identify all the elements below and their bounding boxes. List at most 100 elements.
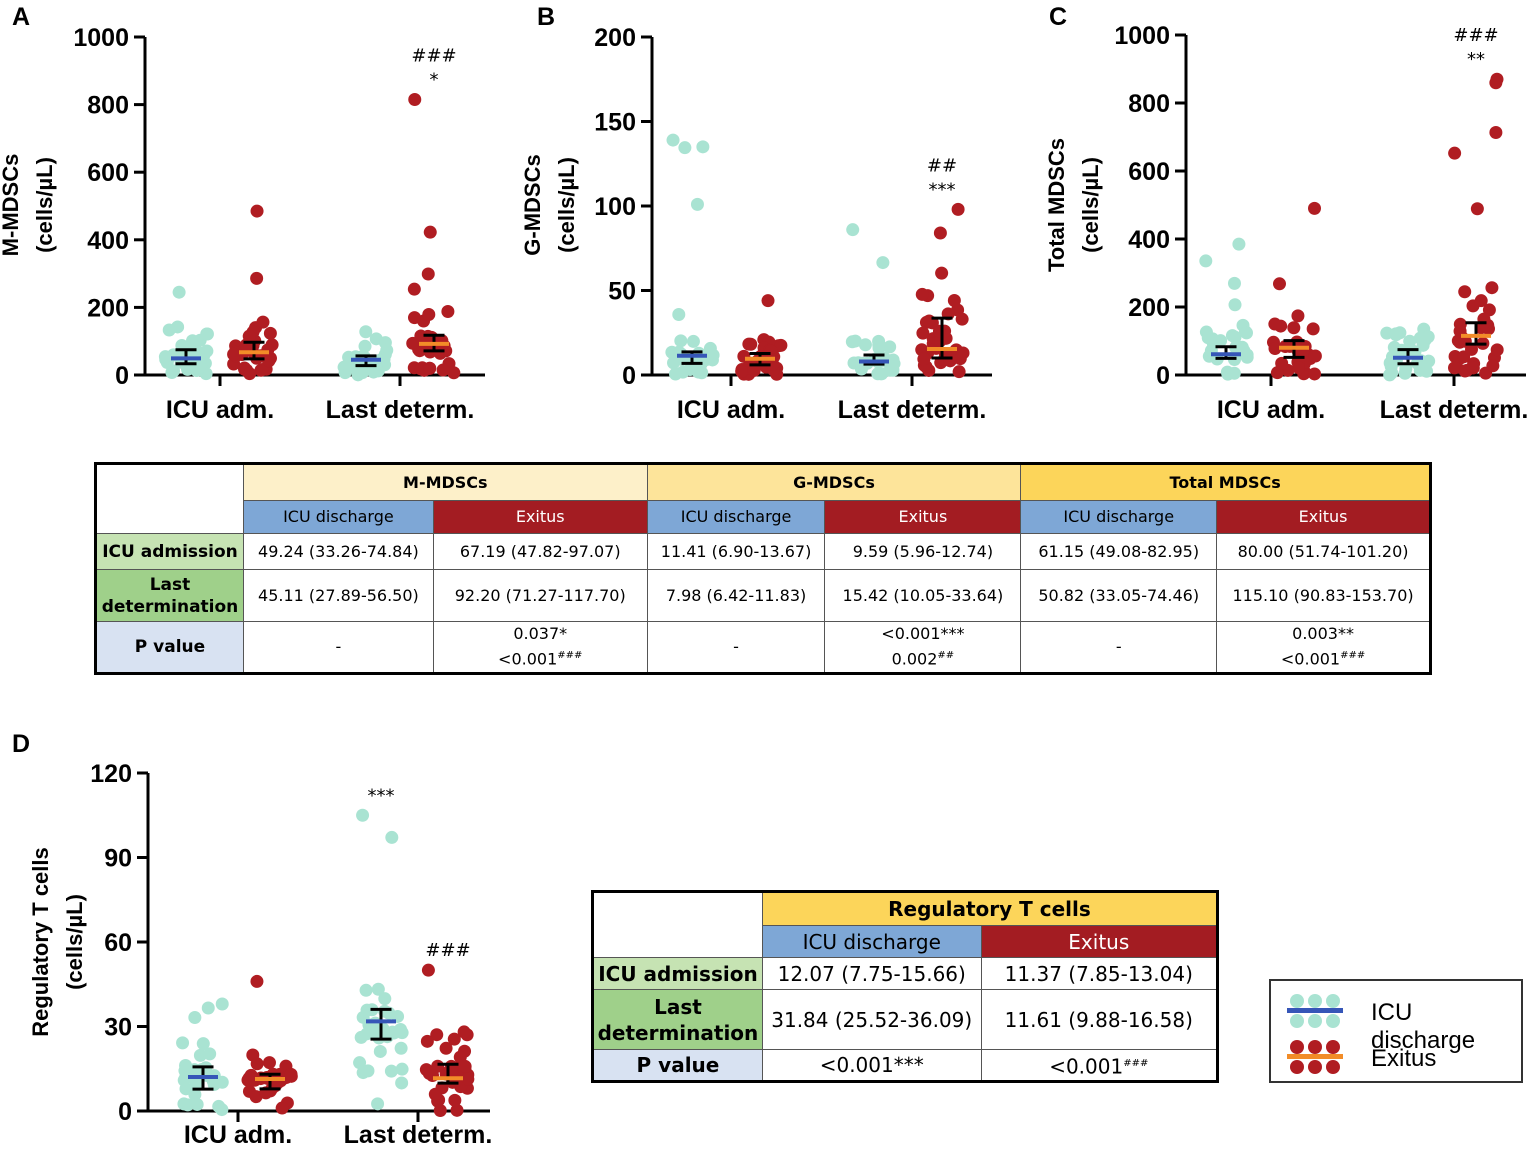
discharge-point: [185, 334, 199, 348]
discharge-point: [193, 360, 207, 374]
exitus-point: [408, 93, 422, 107]
table-cell: 50.82 (33.05-74.46): [1020, 569, 1218, 622]
header-m-mdscs: M-MDSCs: [242, 463, 648, 501]
y-tick-label: 600: [1128, 158, 1170, 186]
significance-marker: *: [430, 70, 439, 91]
row-label-last-determination: Last determination: [95, 569, 244, 622]
discharge-point: [377, 352, 391, 366]
discharge-point: [395, 1062, 409, 1076]
x-category-label: ICU adm.: [677, 396, 785, 424]
discharge-point: [353, 1056, 367, 1070]
significance-marker: **: [1467, 49, 1485, 70]
exitus-point: [262, 354, 276, 368]
significance-marker: ***: [929, 179, 956, 200]
table-cell: 12.07 (7.75-15.66): [761, 957, 982, 990]
discharge-point: [1240, 326, 1253, 340]
discharge-point: [1420, 364, 1434, 378]
discharge-point: [872, 341, 886, 355]
significance-marker: ###: [425, 940, 470, 961]
y-tick-label: 0: [622, 362, 636, 390]
exitus-point: [458, 1059, 472, 1073]
discharge-point: [354, 1030, 368, 1044]
exitus-point: [1306, 322, 1320, 336]
row-label-icu-admission: ICU admission: [95, 533, 244, 570]
exitus-point: [423, 225, 437, 239]
p-value: <0.001: [1049, 1054, 1124, 1079]
p-marker: ###: [557, 650, 583, 662]
discharge-point: [1232, 237, 1246, 251]
exitus-point: [935, 266, 949, 280]
discharge-point: [188, 1088, 202, 1102]
table-cell: -: [1020, 621, 1218, 674]
discharge-point: [356, 808, 370, 822]
table-cell: 61.15 (49.08-82.95): [1020, 533, 1218, 570]
exitus-point: [433, 1104, 447, 1118]
table-cell: 49.24 (33.26-74.84): [242, 533, 434, 570]
y-tick-label: 600: [87, 159, 129, 187]
y-axis-label: G-MDSCs: [520, 154, 545, 255]
legend-exitus-swatch-icon: [1287, 1040, 1343, 1074]
y-tick-label: 400: [1128, 226, 1170, 254]
exitus-point: [766, 357, 780, 371]
y-tick-label: 150: [594, 109, 636, 137]
exitus-point: [436, 363, 450, 377]
table-cell: 45.11 (27.89-56.50): [242, 569, 434, 622]
discharge-point: [676, 365, 690, 379]
table-corner-2: [95, 500, 244, 534]
y-axis-label: Regulatory T cells: [28, 847, 53, 1037]
table-cell: 15.42 (10.05-33.64): [824, 569, 1022, 622]
exitus-point: [441, 304, 455, 318]
table-cell: <0.001***: [761, 1049, 982, 1082]
row-label-p-value: P value: [592, 1049, 763, 1082]
y-tick-label: 50: [608, 278, 636, 306]
table-cell: <0.001###: [980, 1049, 1219, 1082]
discharge-point: [1228, 298, 1242, 312]
exitus-point: [1486, 359, 1500, 373]
exitus-point: [262, 1056, 276, 1070]
discharge-point: [188, 1011, 202, 1025]
exitus-point: [406, 336, 420, 350]
exitus-point: [227, 347, 241, 361]
discharge-point: [371, 1097, 385, 1111]
table-cell: 9.59 (5.96-12.74): [824, 533, 1022, 570]
table-corner-2: [592, 925, 763, 958]
discharge-point: [1422, 354, 1436, 368]
discharge-point: [215, 1103, 229, 1117]
discharge-point: [395, 1076, 409, 1090]
table-cell-p: 0.037* <0.001###: [432, 621, 648, 674]
discharge-point: [355, 366, 369, 380]
header-total-mdscs: Total MDSCs: [1020, 463, 1431, 501]
exitus-point: [284, 1067, 298, 1081]
exitus-point: [1485, 281, 1499, 295]
p-value: <0.001: [498, 649, 558, 669]
table-cell-p: <0.001*** 0.002##: [824, 621, 1022, 674]
y-axis-unit: (cells/µL): [32, 157, 57, 253]
discharge-point: [361, 1064, 375, 1078]
legend-label-discharge: ICU discharge: [1371, 999, 1476, 1054]
exitus-point: [1490, 343, 1504, 357]
row-label-line: determination: [597, 1020, 759, 1045]
row-label-line: Last: [654, 994, 702, 1019]
exitus-point: [916, 326, 930, 340]
x-category-label: ICU adm.: [166, 396, 274, 424]
exitus-point: [917, 352, 931, 366]
p-line: 0.037*: [513, 624, 568, 644]
discharge-point: [1398, 366, 1412, 380]
exitus-point: [428, 1087, 442, 1101]
subheader-discharge: ICU discharge: [242, 500, 434, 534]
exitus-point: [943, 354, 957, 368]
exitus-point: [735, 364, 749, 378]
x-category-label: Last determ.: [326, 396, 475, 424]
discharge-point: [1389, 328, 1403, 342]
table-cell: 31.84 (25.52-36.09): [761, 989, 982, 1050]
p-line: <0.001###: [1217, 645, 1429, 670]
significance-marker: ###: [411, 46, 456, 67]
discharge-point: [700, 350, 714, 364]
y-tick-label: 1000: [73, 24, 129, 52]
table-cell: -: [646, 621, 826, 674]
legend-item-discharge: ICU discharge: [1287, 991, 1517, 1054]
row-label-line: determination: [101, 596, 239, 617]
discharge-point: [883, 363, 897, 377]
significance-marker: ##: [927, 155, 957, 176]
